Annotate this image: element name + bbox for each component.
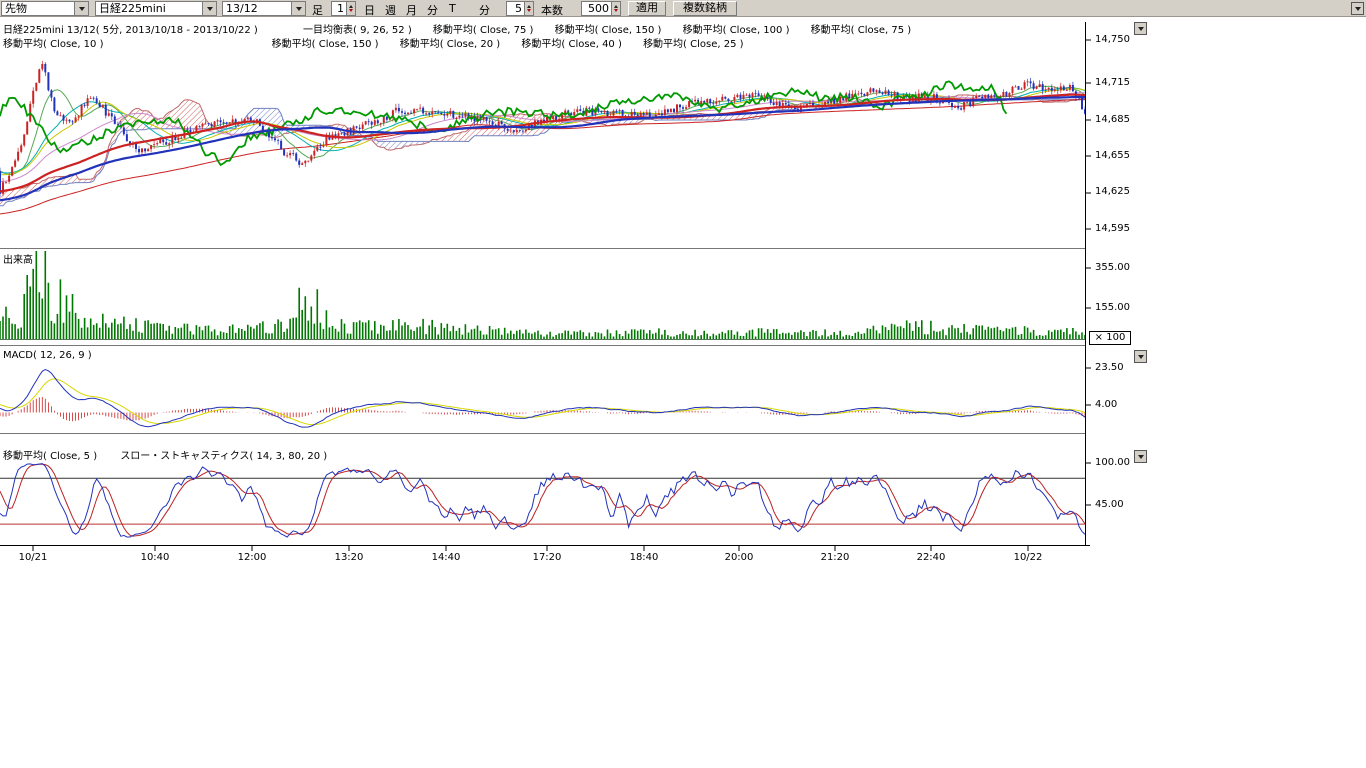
stoch-axis-label: 45.00 bbox=[1095, 499, 1124, 510]
period-month-button[interactable]: 月 bbox=[406, 4, 417, 17]
bar-unit-value: 1 bbox=[337, 2, 344, 15]
x-axis-label: 18:40 bbox=[629, 552, 659, 563]
spin-up-icon[interactable] bbox=[347, 2, 355, 9]
volume-axis-label: 355.00 bbox=[1095, 262, 1130, 273]
macd-panel-options-button[interactable] bbox=[1134, 350, 1147, 363]
legend-item-ma: 移動平均( Close, 25 ) bbox=[643, 39, 744, 50]
stoch-panel-title: 移動平均( Close, 5 ) スロー・ストキャスティクス( 14, 3, 8… bbox=[3, 447, 347, 462]
price-axis-label: 14,750 bbox=[1095, 34, 1130, 45]
x-axis-label: 20:00 bbox=[724, 552, 754, 563]
symbol-value: 日経225mini bbox=[99, 2, 166, 15]
stoch-axis-label: 100.00 bbox=[1095, 457, 1130, 468]
spin-down-icon[interactable] bbox=[612, 9, 620, 16]
legend-item-ma: 移動平均( Close, 100 ) bbox=[682, 25, 790, 36]
contract-month-value: 13/12 bbox=[226, 2, 258, 15]
price-chart-canvas[interactable] bbox=[0, 0, 1160, 575]
minutes-value: 5 bbox=[515, 2, 522, 15]
volume-axis-label: 155.00 bbox=[1095, 302, 1130, 313]
legend-item-ma: 移動平均( Close, 75 ) bbox=[432, 25, 534, 36]
instrument-type-value: 先物 bbox=[5, 2, 27, 15]
price-axis-label: 14,625 bbox=[1095, 186, 1130, 197]
bar-count-spinner[interactable]: 500 bbox=[581, 1, 621, 16]
toolbar: 先物 日経225mini 13/12 足 1 日 週 月 分 T 分 5 bbox=[0, 0, 1366, 17]
period-day-button[interactable]: 日 bbox=[364, 4, 375, 17]
legend-item-ichimoku: 一目均衡表( 9, 26, 52 ) bbox=[303, 25, 412, 36]
legend-item-ma: 移動平均( Close, 20 ) bbox=[399, 39, 501, 50]
minutes-spinner[interactable]: 5 bbox=[506, 1, 534, 16]
legend-item-symbol: 日経225mini 13/12( 5分, 2013/10/18 - 2013/1… bbox=[3, 25, 258, 36]
price-panel-legend-row2: 移動平均( Close, 10 ) 移動平均( Close, 150 ) 移動平… bbox=[3, 35, 762, 50]
apply-button[interactable]: 適用 bbox=[628, 1, 666, 16]
stoch-panel-options-button[interactable] bbox=[1134, 450, 1147, 463]
x-axis-label: 22:40 bbox=[916, 552, 946, 563]
bar-count-value: 500 bbox=[588, 2, 609, 15]
price-axis-label: 14,595 bbox=[1095, 223, 1130, 234]
toolbar-menu-button[interactable] bbox=[1351, 2, 1364, 15]
spin-down-icon[interactable] bbox=[525, 9, 533, 16]
legend-item-ma: 移動平均( Close, 40 ) bbox=[521, 39, 622, 50]
x-axis-label: 10:40 bbox=[140, 552, 170, 563]
contract-month-combo[interactable]: 13/12 bbox=[222, 1, 306, 16]
symbol-combo[interactable]: 日経225mini bbox=[95, 1, 217, 16]
price-axis-label: 14,685 bbox=[1095, 114, 1130, 125]
price-axis-label: 14,655 bbox=[1095, 150, 1130, 161]
volume-multiplier-badge: × 100 bbox=[1089, 331, 1131, 345]
instrument-type-combo[interactable]: 先物 bbox=[1, 1, 89, 16]
spin-down-icon[interactable] bbox=[347, 9, 355, 16]
period-week-button[interactable]: 週 bbox=[385, 4, 396, 17]
legend-item-ma: 移動平均( Close, 150 ) bbox=[554, 25, 662, 36]
x-axis-label: 14:40 bbox=[431, 552, 461, 563]
x-axis-label: 21:20 bbox=[820, 552, 850, 563]
x-axis-label: 12:00 bbox=[237, 552, 267, 563]
spin-up-icon[interactable] bbox=[525, 2, 533, 9]
macd-axis-label: 23.50 bbox=[1095, 362, 1124, 373]
price-panel-options-button[interactable] bbox=[1134, 22, 1147, 35]
price-panel-legend-row1: 日経225mini 13/12( 5分, 2013/10/18 - 2013/1… bbox=[3, 21, 929, 36]
chevron-down-icon[interactable] bbox=[74, 2, 88, 15]
period-minute-button[interactable]: 分 bbox=[427, 4, 438, 17]
chevron-down-icon[interactable] bbox=[291, 2, 305, 15]
legend-item-ma: 移動平均( Close, 75 ) bbox=[810, 25, 912, 36]
spin-up-icon[interactable] bbox=[612, 2, 620, 9]
multi-symbol-button[interactable]: 複数銘柄 bbox=[673, 1, 737, 16]
period-tick-button[interactable]: T bbox=[449, 2, 456, 15]
chevron-down-icon[interactable] bbox=[202, 2, 216, 15]
minutes-label: 分 bbox=[479, 4, 490, 17]
macd-panel-title: MACD( 12, 26, 9 ) bbox=[3, 350, 92, 361]
price-axis-label: 14,715 bbox=[1095, 77, 1130, 88]
legend-item-ma: 移動平均( Close, 10 ) bbox=[3, 39, 104, 50]
stoch-ma-label: 移動平均( Close, 5 ) bbox=[3, 451, 98, 462]
bar-count-label: 本数 bbox=[541, 4, 563, 17]
volume-panel-title: 出来高 bbox=[3, 255, 33, 266]
x-axis-label: 13:20 bbox=[334, 552, 364, 563]
x-axis-label: 10/22 bbox=[1013, 552, 1043, 563]
stoch-label: スロー・ストキャスティクス( 14, 3, 80, 20 ) bbox=[120, 451, 328, 462]
legend-item-ma: 移動平均( Close, 150 ) bbox=[271, 39, 379, 50]
macd-axis-label: 4.00 bbox=[1095, 399, 1118, 410]
bar-type-label: 足 bbox=[312, 4, 323, 17]
x-axis-label: 10/21 bbox=[18, 552, 48, 563]
bar-unit-spinner[interactable]: 1 bbox=[331, 1, 356, 16]
x-axis-label: 17:20 bbox=[532, 552, 562, 563]
